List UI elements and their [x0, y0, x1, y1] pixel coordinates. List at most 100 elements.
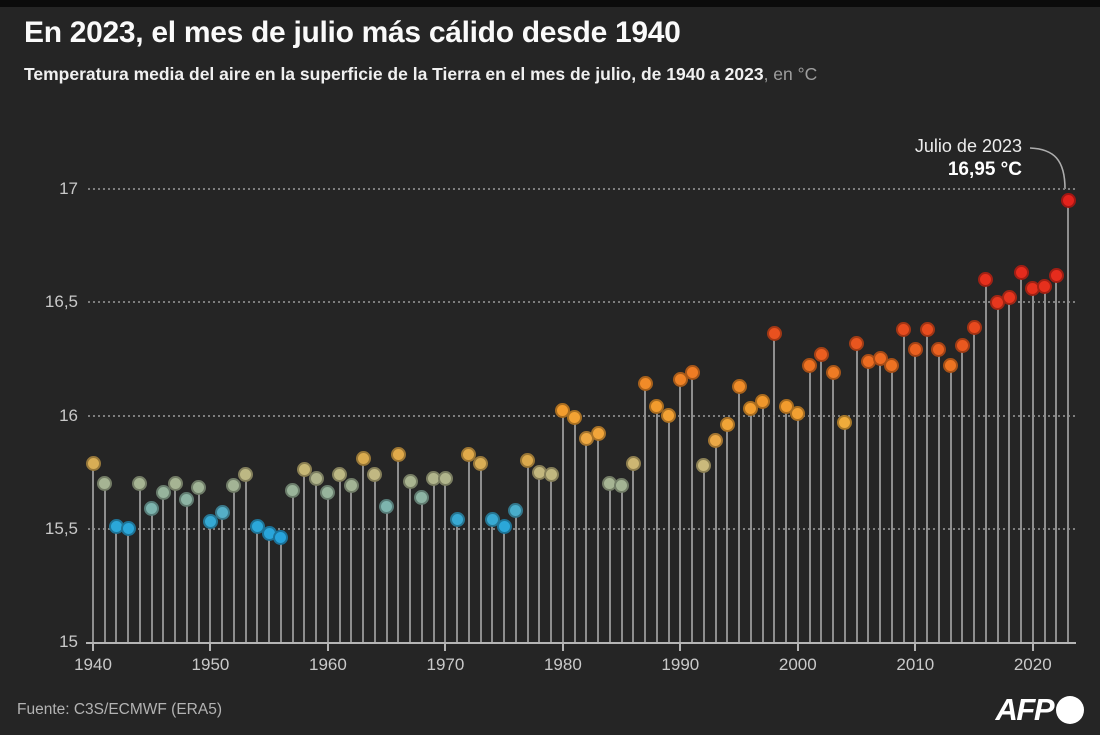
- lollipop-stem-2002: [820, 354, 823, 642]
- lollipop-dot-2022: [1048, 267, 1064, 283]
- lollipop-dot-1960: [320, 485, 336, 500]
- lollipop-stem-1951: [221, 512, 224, 642]
- lollipop-dot-1988: [649, 398, 665, 414]
- lollipop-stem-1974: [491, 519, 494, 642]
- lollipop-dot-1946: [155, 485, 171, 500]
- lollipop-stem-1990: [679, 379, 682, 642]
- lollipop-stem-1966: [397, 454, 400, 642]
- lollipop-stem-1963: [362, 458, 365, 642]
- lollipop-stem-1943: [127, 528, 130, 642]
- lollipop-stem-1941: [103, 483, 106, 642]
- lollipop-stem-1968: [420, 497, 423, 642]
- lollipop-stem-2021: [1043, 286, 1046, 642]
- highlight-annotation: Julio de 2023 16,95 °C: [915, 134, 1022, 182]
- lollipop-stem-1988: [655, 406, 658, 642]
- lollipop-stem-1946: [162, 492, 165, 642]
- lollipop-dot-1962: [343, 478, 359, 494]
- lollipop-stem-1956: [279, 537, 282, 642]
- lollipop-stem-1949: [197, 487, 200, 642]
- lollipop-dot-2004: [837, 414, 853, 430]
- lollipop-dot-2009: [896, 321, 912, 337]
- lollipop-dot-2014: [954, 337, 970, 353]
- lollipop-dot-1948: [179, 491, 195, 507]
- lollipop-stem-2005: [855, 343, 858, 642]
- lollipop-stem-1992: [702, 465, 705, 642]
- lollipop-stem-1986: [632, 463, 635, 642]
- lollipop-stem-2014: [961, 345, 964, 642]
- lollipop-dot-2005: [849, 335, 865, 351]
- lollipop-stem-1961: [338, 474, 341, 642]
- lollipop-stem-1983: [597, 433, 600, 642]
- lollipop-dot-1952: [226, 478, 242, 494]
- lollipop-stem-2008: [890, 365, 893, 642]
- lollipop-dot-2018: [1001, 290, 1017, 306]
- gridline-15-5: [88, 527, 1075, 530]
- lollipop-dot-1983: [590, 426, 606, 442]
- lollipop-dot-1963: [355, 451, 371, 467]
- lollipop-stem-1987: [644, 383, 647, 642]
- lollipop-dot-1950: [202, 514, 218, 530]
- x-axis-tick-label: 2000: [778, 655, 817, 674]
- lollipop-dot-2010: [907, 342, 923, 358]
- x-axis-tick-mark: [561, 644, 564, 651]
- afp-logo-text: AFP: [995, 692, 1055, 727]
- lollipop-dot-1966: [390, 446, 406, 462]
- lollipop-dot-2012: [931, 342, 947, 358]
- lollipop-stem-1964: [373, 474, 376, 642]
- lollipop-stem-1952: [232, 485, 235, 642]
- lollipop-dot-1972: [461, 446, 477, 462]
- lollipop-stem-1969: [432, 478, 435, 642]
- lollipop-stem-1962: [350, 485, 353, 642]
- lollipop-dot-1953: [238, 466, 254, 482]
- x-axis-tick-mark: [914, 644, 917, 651]
- lollipop-dot-1979: [543, 466, 559, 482]
- lollipop-dot-1945: [144, 500, 160, 516]
- lollipop-dot-2008: [884, 358, 900, 374]
- lollipop-stem-1973: [479, 463, 482, 642]
- y-axis-tick-label: 16,5: [44, 292, 78, 312]
- lollipop-stem-2019: [1020, 272, 1022, 642]
- lollipop-stem-1984: [608, 483, 611, 642]
- x-axis-tick-mark: [92, 644, 94, 651]
- lollipop-stem-1960: [326, 492, 329, 642]
- lollipop-stem-1982: [585, 438, 588, 642]
- y-axis-tick-label: 15: [59, 632, 78, 651]
- lollipop-stem-1976: [514, 510, 517, 642]
- lollipop-stem-1972: [467, 454, 470, 642]
- lollipop-stem-1959: [315, 478, 318, 642]
- lollipop-stem-2001: [808, 365, 811, 642]
- lollipop-stem-2009: [902, 329, 905, 642]
- source-credit: Fuente: C3S/ECMWF (ERA5): [17, 701, 222, 718]
- lollipop-stem-1940: [92, 463, 94, 642]
- lollipop-dot-1997: [755, 394, 771, 410]
- lollipop-stem-1999: [785, 406, 788, 642]
- lollipop-stem-1958: [303, 469, 306, 642]
- lollipop-stem-2010: [914, 349, 917, 642]
- lollipop-stem-2017: [996, 302, 999, 642]
- x-axis-tick-label: 1990: [661, 655, 700, 674]
- lollipop-dot-1992: [696, 457, 712, 473]
- lollipop-dot-1949: [191, 480, 207, 496]
- y-axis-tick-label: 15,5: [44, 518, 78, 538]
- lollipop-dot-1944: [132, 475, 148, 491]
- x-axis-tick-mark: [796, 644, 799, 651]
- lollipop-dot-2000: [790, 405, 806, 421]
- lollipop-dot-1990: [672, 371, 688, 387]
- lollipop-stem-1993: [714, 440, 717, 642]
- page-title: En 2023, el mes de julio más cálido desd…: [24, 16, 681, 49]
- lollipop-dot-1971: [449, 512, 465, 528]
- lollipop-stem-1997: [761, 401, 764, 642]
- lollipop-dot-2023: [1060, 192, 1076, 208]
- x-axis-tick-mark: [326, 644, 329, 651]
- lollipop-stem-1954: [256, 526, 259, 642]
- lollipop-dot-1961: [332, 466, 348, 482]
- lollipop-dot-1943: [120, 521, 136, 537]
- lollipop-stem-2007: [879, 358, 882, 642]
- lollipop-dot-1941: [97, 475, 113, 491]
- lollipop-stem-2000: [796, 413, 799, 642]
- lollipop-stem-1942: [115, 526, 118, 642]
- lollipop-stem-2013: [949, 365, 952, 642]
- lollipop-dot-1986: [625, 455, 641, 471]
- lollipop-stem-1950: [209, 521, 212, 642]
- lollipop-dot-1996: [743, 401, 759, 417]
